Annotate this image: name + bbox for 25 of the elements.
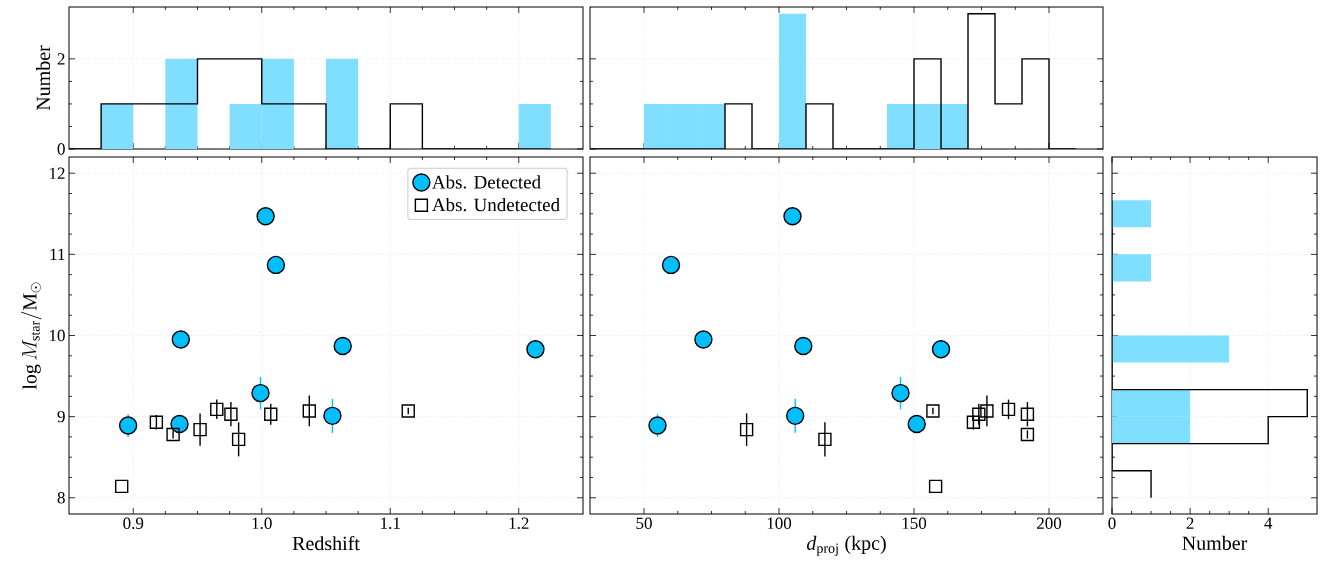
x-tick-label: 1.2 [509,517,529,530]
y-tick-label: 9 [57,410,65,423]
y-axis-title: Number [36,45,51,111]
x-tick-label: 1.1 [381,517,400,529]
y-tick-label: 12 [49,167,65,179]
legend-label: Abs. Detected [432,175,541,189]
y-axis-title: $\log M_{\rm star}/{\rm M}_\odot$ [20,282,42,390]
x-tick-label: 0.9 [123,517,144,530]
x-tick-label: 50 [636,517,652,530]
legend-label: Abs. Undetected [432,197,560,212]
x-tick-label: 4 [1264,517,1273,529]
x-tick-label: 2 [1186,517,1194,529]
x-tick-label: 150 [902,517,927,530]
x-axis-title: Redshift [292,535,360,551]
x-tick-label: 1.0 [252,517,272,530]
x-tick-label: 200 [1037,517,1062,530]
x-axis-title: Number [1182,535,1248,550]
y-tick-label: 2 [57,53,65,65]
y-tick-label: 8 [57,492,65,504]
x-tick-label: 0 [1108,517,1116,530]
y-tick-label: 11 [50,248,65,260]
x-tick-label: 100 [767,517,792,530]
y-tick-label: 10 [49,329,65,342]
y-tick-label: 0 [57,143,65,155]
x-axis-title: d$_{proj}$ (kpc) [806,535,886,556]
